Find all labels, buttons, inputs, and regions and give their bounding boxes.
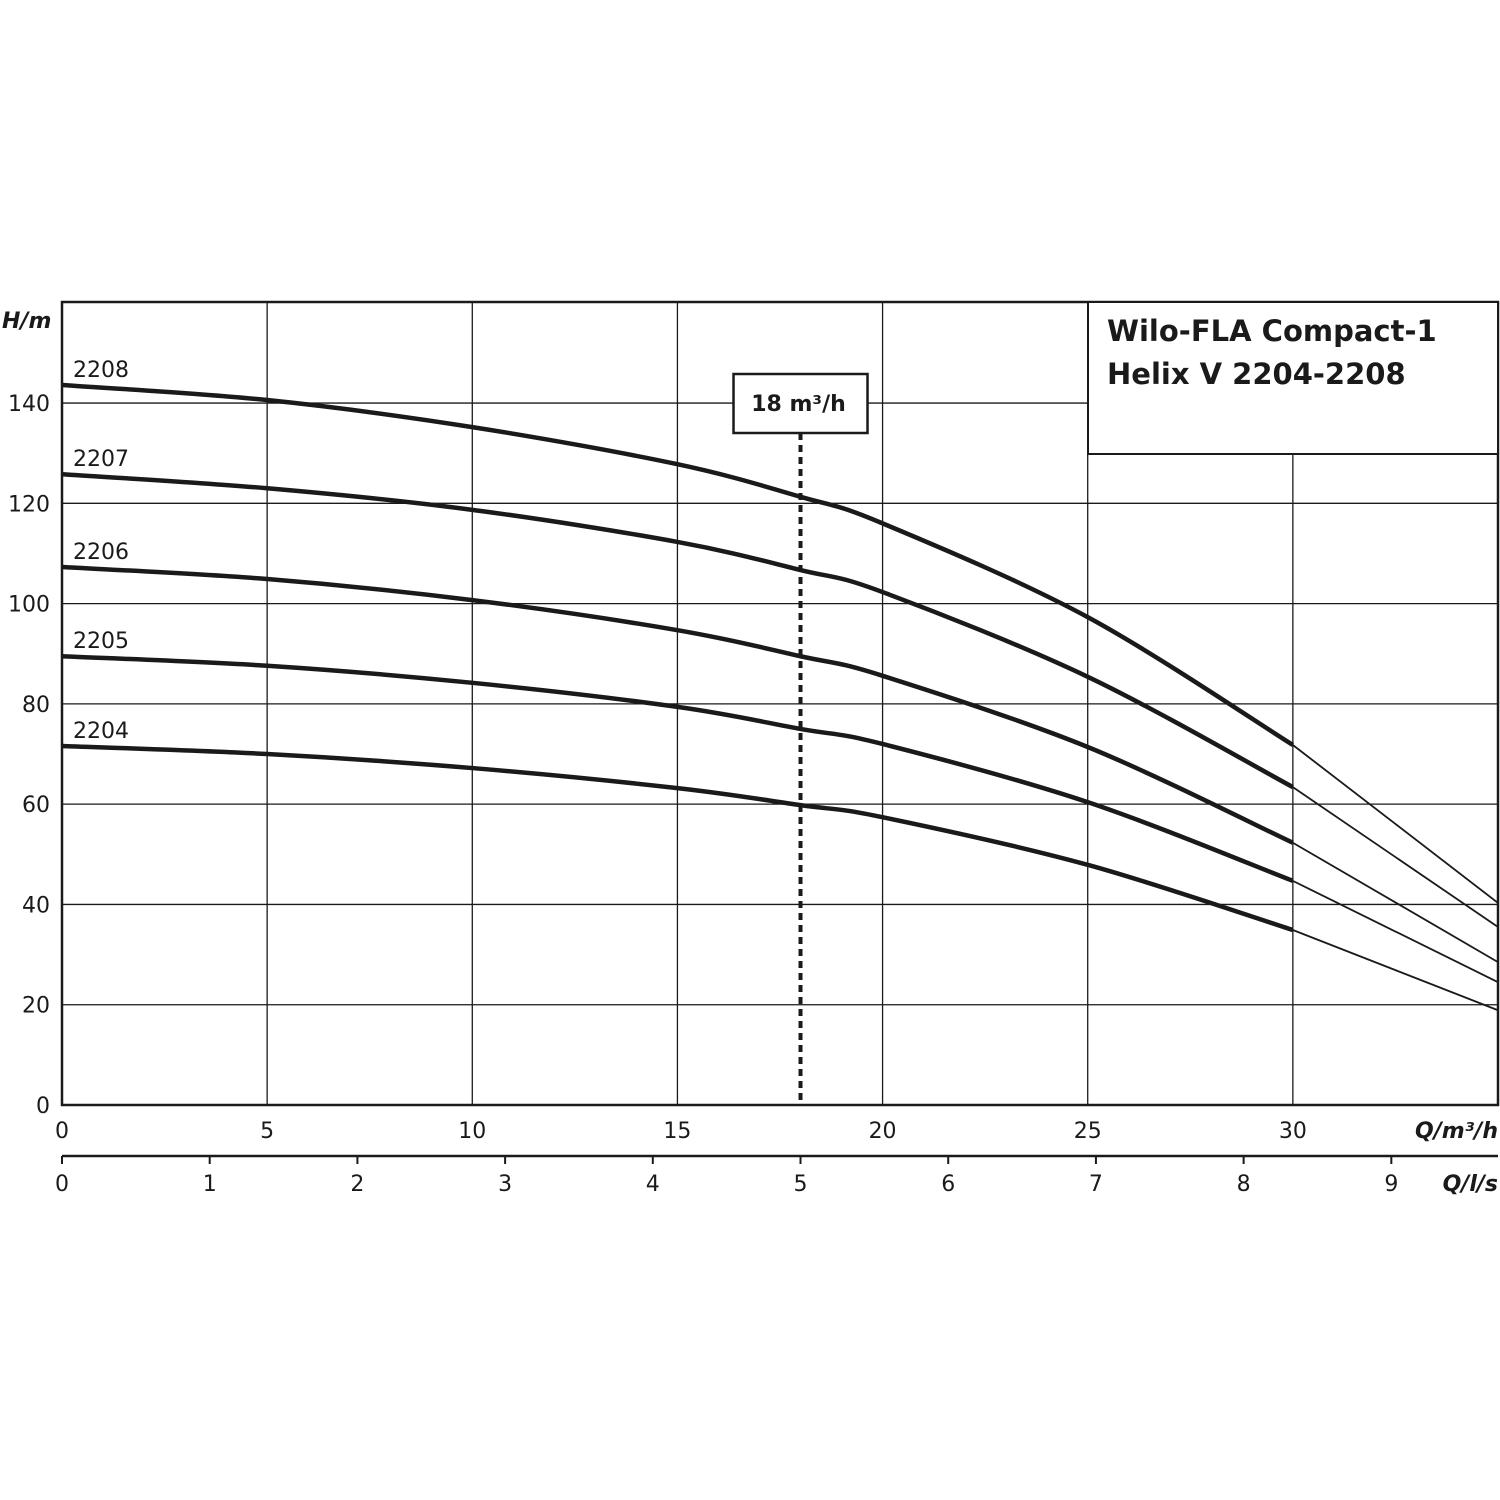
x-tick-label: 5 [260, 1119, 274, 1144]
x2-tick-label: 4 [646, 1172, 660, 1197]
y-axis-label: H/m [2, 309, 51, 334]
x2-tick-label: 6 [941, 1172, 955, 1197]
x-tick-label: 30 [1279, 1119, 1307, 1144]
curve-label-2204: 2204 [73, 719, 129, 744]
y-tick-label: 0 [36, 1094, 50, 1119]
x2-tick-label: 3 [498, 1172, 512, 1197]
curves: 2208 2207 2206 2205 2204 [61, 358, 1499, 1012]
x2-tick-label: 1 [203, 1172, 217, 1197]
axis-labels: H/m Q/m³/h Q/l/s [2, 309, 1498, 1197]
y-tick-label: 20 [22, 994, 50, 1019]
curve-label-2205: 2205 [73, 629, 129, 654]
x2-tick-label: 7 [1089, 1172, 1103, 1197]
annotation-label: 18 m³/h [751, 392, 846, 417]
y-tick-label: 140 [8, 392, 50, 417]
curve-2208 [61, 382, 1295, 747]
x2-tick-label: 5 [794, 1172, 808, 1197]
plot-frame [60, 300, 1500, 1107]
curve-2206 [61, 564, 1294, 845]
curve-2205 [61, 653, 1294, 883]
curve-label-2207: 2207 [73, 447, 129, 472]
curve-2207-extension [1292, 786, 1499, 928]
y-tick-label: 40 [22, 893, 50, 918]
x-axis-label: Q/m³/h [1415, 1119, 1498, 1144]
title-box: Wilo-FLA Compact-1 Helix V 2204-2208 [1087, 301, 1499, 455]
annotation-18: 18 m³/h [732, 372, 869, 1105]
curve-2204-extension [1292, 929, 1499, 1012]
curve-2205-extension [1292, 880, 1499, 983]
ticks: 0 5 10 15 20 25 30 0 20 40 60 80 100 120 140 0 1 2 3 4 5 6 7 8 9 [8, 392, 1498, 1197]
x2-tick-label: 0 [55, 1172, 69, 1197]
y-tick-label: 120 [8, 492, 50, 517]
x-tick-label: 0 [55, 1119, 69, 1144]
curve-2208-extension [1292, 744, 1499, 904]
curve-label-2206: 2206 [73, 540, 129, 565]
x-tick-label: 20 [869, 1119, 897, 1144]
annotation-box [732, 372, 869, 435]
x2-axis-label: Q/l/s [1443, 1172, 1498, 1197]
curve-2206-extension [1292, 841, 1499, 963]
x2-tick-label: 9 [1384, 1172, 1398, 1197]
curve-label-2208: 2208 [73, 358, 129, 383]
x-tick-label: 10 [458, 1119, 486, 1144]
title-line-1: Wilo-FLA Compact-1 [1107, 314, 1437, 348]
x-tick-label: 25 [1074, 1119, 1102, 1144]
x2-tick-label: 2 [350, 1172, 364, 1197]
x-tick-label: 15 [663, 1119, 691, 1144]
title-line-2: Helix V 2204-2208 [1107, 357, 1406, 391]
y-tick-label: 60 [22, 793, 50, 818]
curve-2204 [61, 743, 1294, 933]
x2-tick-label: 8 [1237, 1172, 1251, 1197]
y-tick-label: 80 [22, 693, 50, 718]
curve-2207 [61, 471, 1294, 790]
y-tick-label: 100 [8, 593, 50, 618]
